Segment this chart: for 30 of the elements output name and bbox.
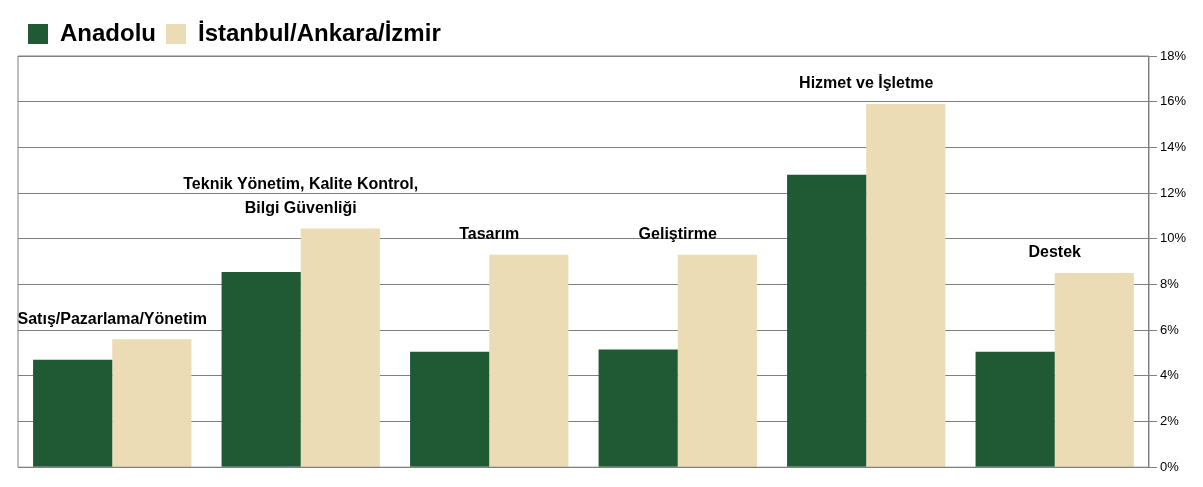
x-tick-label: Tasarım <box>459 225 520 243</box>
bar <box>300 228 380 467</box>
bar <box>33 359 113 467</box>
bar <box>221 271 301 467</box>
bar <box>1054 273 1134 467</box>
bar <box>787 174 867 467</box>
y-tick-label: 14% <box>1159 138 1187 154</box>
bar <box>410 351 490 467</box>
y-tick-label: 16% <box>1159 93 1187 109</box>
bar <box>489 254 569 467</box>
y-tick-label: 6% <box>1159 321 1180 337</box>
legend-label: Anadolu <box>60 18 156 46</box>
x-tick-label: Geliştirme <box>638 225 717 243</box>
x-tick-label: Teknik Yönetim, Kalite Kontrol, Bilgi Güvenliği <box>183 174 419 216</box>
bar <box>975 351 1055 467</box>
x-tick-label: Satış/Pazarlama/Yönetim <box>17 309 207 327</box>
x-tick-label: Destek <box>1028 243 1082 261</box>
y-tick-label: 2% <box>1159 413 1180 429</box>
bar <box>866 103 946 467</box>
y-tick-label: 18% <box>1159 47 1187 63</box>
bar <box>598 349 678 467</box>
y-tick-label: 4% <box>1159 367 1180 383</box>
y-tick-label: 10% <box>1159 230 1187 246</box>
bar <box>112 339 192 467</box>
y-tick-label: 12% <box>1159 184 1187 200</box>
bar <box>677 254 757 467</box>
y-tick-label: 8% <box>1159 276 1180 292</box>
x-tick-label: Hizmet ve İşletme <box>799 74 934 92</box>
legend-label: İstanbul/Ankara/İzmir <box>197 18 441 46</box>
y-tick-label: 0% <box>1159 458 1180 474</box>
